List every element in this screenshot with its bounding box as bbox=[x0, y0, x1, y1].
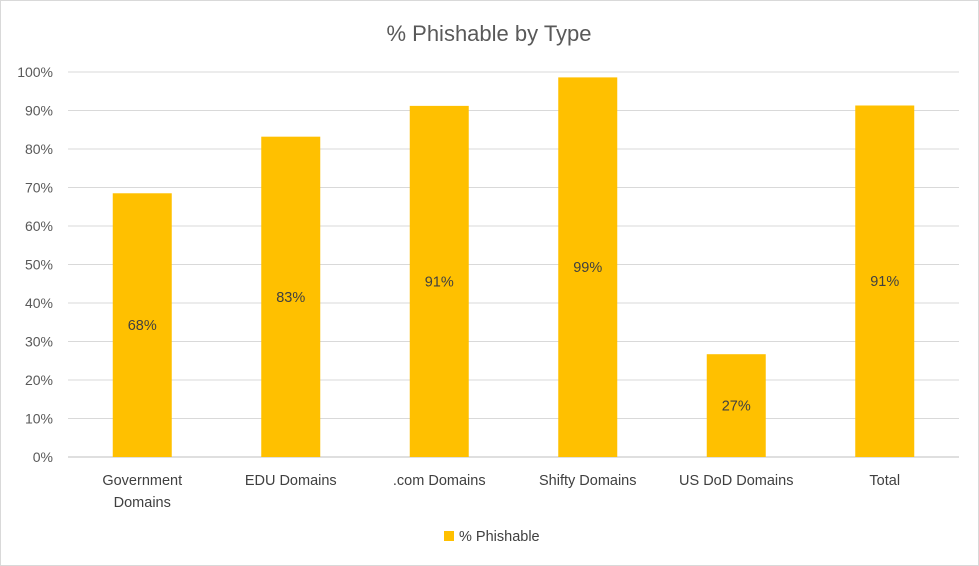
x-category-label: Domains bbox=[114, 495, 171, 511]
x-category-label: .com Domains bbox=[393, 473, 486, 489]
y-tick-label: 80% bbox=[25, 141, 53, 157]
x-category-label: Total bbox=[869, 473, 900, 489]
x-axis-categories: Government Domains EDU Domains .com Domains… bbox=[102, 473, 900, 511]
data-label: 83% bbox=[276, 290, 305, 306]
bar bbox=[409, 105, 469, 457]
y-tick-label: 20% bbox=[25, 372, 53, 388]
data-labels: 68% 83% 91% 99% 27% 91% bbox=[128, 260, 900, 414]
y-tick-label: 90% bbox=[25, 103, 53, 119]
x-category-label: Government bbox=[102, 473, 182, 489]
x-category-label: Shifty Domains bbox=[539, 473, 637, 489]
y-tick-label: 50% bbox=[25, 257, 53, 273]
bar bbox=[706, 354, 766, 457]
y-tick-label: 60% bbox=[25, 218, 53, 234]
legend-label: % Phishable bbox=[459, 529, 540, 545]
x-category-label: EDU Domains bbox=[245, 473, 337, 489]
y-tick-label: 0% bbox=[33, 449, 53, 465]
data-label: 99% bbox=[573, 260, 602, 276]
y-tick-label: 70% bbox=[25, 180, 53, 196]
bar bbox=[261, 136, 321, 457]
bar bbox=[112, 193, 172, 457]
chart-title: % Phishable by Type bbox=[386, 21, 591, 46]
data-label: 91% bbox=[425, 274, 454, 290]
y-tick-label: 30% bbox=[25, 334, 53, 350]
data-label: 91% bbox=[870, 274, 899, 290]
data-label: 68% bbox=[128, 318, 157, 334]
y-axis-ticks: 0% 10% 20% 30% 40% 50% 60% 70% 80% 90% 100% bbox=[17, 64, 53, 465]
gridlines bbox=[68, 71, 959, 458]
y-tick-label: 100% bbox=[17, 64, 53, 80]
y-tick-label: 40% bbox=[25, 295, 53, 311]
x-category-label: US DoD Domains bbox=[679, 473, 793, 489]
bar bbox=[855, 105, 915, 458]
legend-swatch bbox=[444, 531, 454, 541]
legend: % Phishable bbox=[444, 529, 540, 545]
data-label: 27% bbox=[722, 399, 751, 415]
bars bbox=[112, 77, 915, 458]
y-tick-label: 10% bbox=[25, 411, 53, 427]
bar bbox=[558, 77, 618, 457]
